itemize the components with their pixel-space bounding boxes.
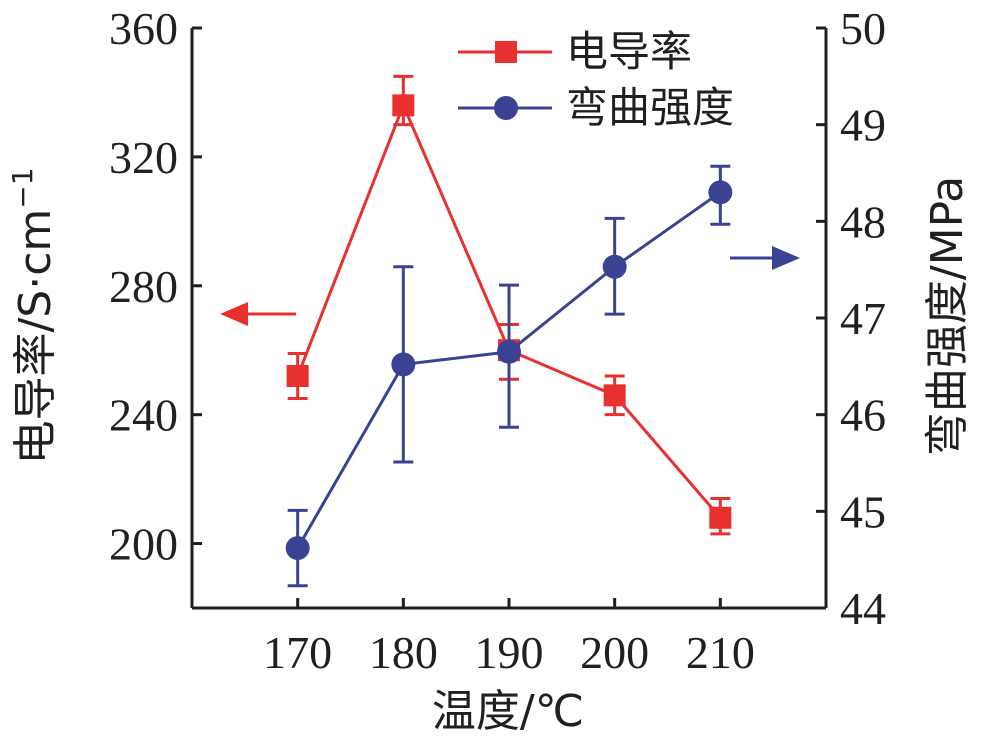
y-left-axis-title: 电导率/S·cm−1 [6,167,61,464]
x-tick-label: 170 [263,627,332,678]
legend: 电导率 弯曲强度 [458,27,734,132]
x-tick-label: 210 [686,627,755,678]
ticks: 170 180 190 200 210 200 240 280 320 360 44 45 46 47 48… [109,3,886,678]
data-point-square [286,365,309,387]
data-point-square [392,94,415,117]
left-axis-arrow [220,302,296,326]
y-right-tick-label: 46 [840,390,886,441]
series-flexural-strength [285,164,733,588]
data-point-circle [391,352,416,377]
y-right-tick-label: 50 [840,3,886,54]
data-point-circle [285,536,310,561]
legend-label-flexural-strength: 弯曲强度 [566,83,734,132]
y-right-tick-label: 45 [840,486,886,537]
legend-circle-marker [494,96,518,120]
y-right-tick-label: 47 [840,293,886,344]
y-left-tick-label: 320 [109,132,178,183]
y-right-axis-title: 弯曲强度/MPa [922,176,973,456]
series-layer [285,74,733,588]
right-axis-arrow [730,246,800,270]
data-point-circle [602,254,627,279]
y-left-tick-label: 240 [109,390,178,441]
legend-item-flexural-strength: 弯曲强度 [458,83,734,132]
data-point-circle [708,180,733,205]
y-right-tick-label: 49 [840,100,886,151]
data-point-square [603,384,626,407]
y-left-tick-label: 360 [109,3,178,54]
y-left-tick-label: 280 [109,261,178,312]
y-left-tick-label: 200 [109,519,178,570]
x-tick-label: 180 [369,627,438,678]
y-right-tick-label: 48 [840,196,886,247]
y-left-axis-title-superscript: −1 [6,167,39,208]
legend-label-conductivity: 电导率 [566,27,692,76]
x-tick-label: 190 [475,627,544,678]
x-tick-label: 200 [580,627,649,678]
y-right-tick-label: 44 [840,583,886,634]
data-point-circle [497,339,521,364]
legend-square-marker [495,41,517,63]
data-point-square [709,506,732,529]
legend-item-conductivity: 电导率 [458,27,692,76]
x-axis-title: 温度/℃ [432,686,584,737]
